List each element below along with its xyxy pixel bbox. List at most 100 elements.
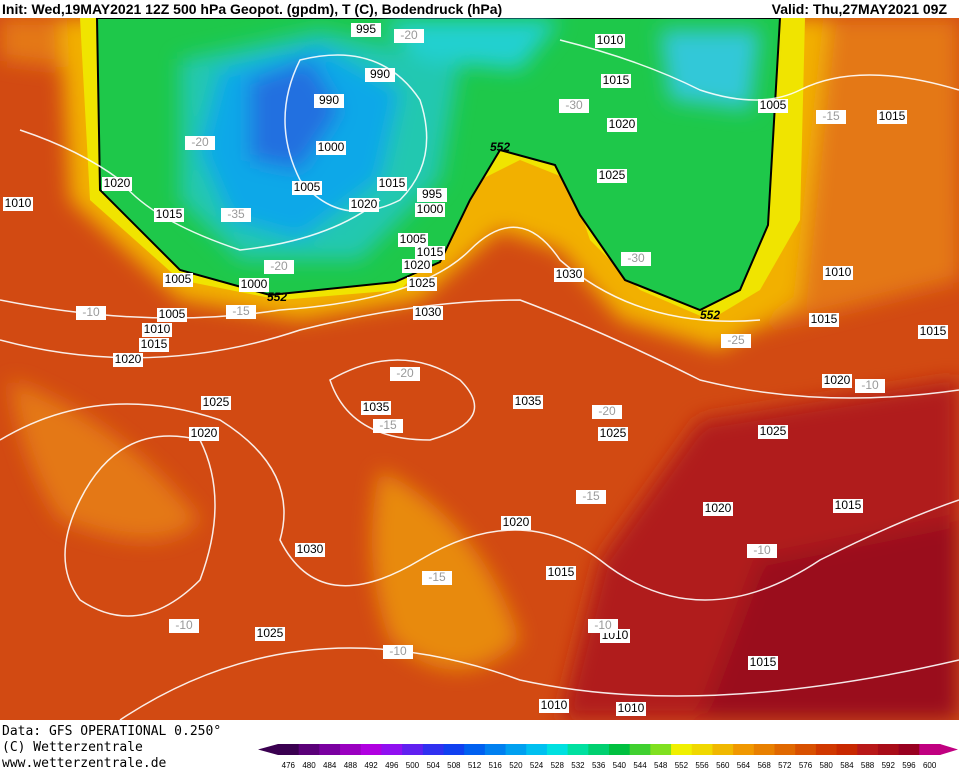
pressure-label: 1010: [825, 265, 852, 279]
pressure-label: 1015: [379, 176, 406, 190]
isobar: [0, 403, 959, 601]
pressure-label: 1020: [404, 258, 431, 272]
geopotential-label: 552: [267, 290, 287, 304]
pressure-label-box: [513, 395, 543, 409]
temperature-label: -25: [727, 333, 745, 347]
temperature-label: -15: [822, 109, 840, 123]
temperature-label: -15: [582, 489, 600, 503]
pressure-label: 1010: [597, 33, 624, 47]
colorbar-swatch: [795, 744, 817, 755]
colorbar-swatch: [609, 744, 631, 755]
colorbar-swatch: [629, 744, 651, 755]
pressure-label-box: [758, 99, 788, 113]
colorbar-tick-label: 492: [364, 761, 378, 770]
colorbar-tick-label: 528: [551, 761, 565, 770]
temperature-label-box: [76, 306, 106, 320]
header-right: Valid: Thu,27MAY2021 09Z: [772, 1, 948, 17]
colorbar-swatch: [857, 744, 879, 755]
colorbar-tick-label: 524: [530, 761, 544, 770]
colorbar-tick-label: 496: [385, 761, 399, 770]
temperature-label: -10: [389, 644, 407, 658]
pressure-label: 1000: [241, 277, 268, 291]
colorbar-swatch: [402, 744, 424, 755]
temperature-label-box: [592, 405, 622, 419]
pressure-label-box: [417, 188, 447, 202]
colorbar-tick-label: 580: [820, 761, 834, 770]
isobar: [329, 359, 476, 441]
pressure-label-box: [616, 702, 646, 716]
cyan-region: [380, 20, 560, 70]
pressure-label-box: [255, 627, 285, 641]
geopotential-label: 552: [490, 140, 510, 154]
pressure-label-box: [598, 427, 628, 441]
pressure-label-box: [546, 566, 576, 580]
pressure-label: 1005: [294, 180, 321, 194]
pressure-label-box: [314, 94, 344, 108]
pressure-label-box: [349, 198, 379, 212]
pressure-label: 1005: [760, 98, 787, 112]
pressure-label: 1015: [920, 324, 947, 338]
colorbar-tick-label: 568: [757, 761, 771, 770]
pressure-label: 1005: [165, 272, 192, 286]
colorbar-swatch: [753, 744, 775, 755]
temperature-label: -30: [565, 98, 583, 112]
pressure-label-box: [703, 502, 733, 516]
pressure-label-box: [758, 425, 788, 439]
temperature-label-box: [264, 260, 294, 274]
colorbar-tick-label: 488: [344, 761, 358, 770]
temperature-label: -10: [82, 305, 100, 319]
pressure-label: 1030: [297, 542, 324, 556]
colorbar-swatch: [505, 744, 527, 755]
colorbar-swatch: [464, 744, 486, 755]
temperature-label-box: [185, 136, 215, 150]
colorbar-swatch: [691, 744, 713, 755]
colorbar-swatch: [671, 744, 693, 755]
pressure-label: 1020: [705, 501, 732, 515]
pressure-label-box: [365, 68, 395, 82]
pressure-label-box: [595, 34, 625, 48]
temperature-label: -20: [400, 28, 418, 42]
pressure-label-box: [113, 353, 143, 367]
pressure-label-box: [163, 273, 193, 287]
pressure-label: 1025: [257, 626, 284, 640]
pressure-label: 1025: [409, 276, 436, 290]
temperature-label-box: [226, 305, 256, 319]
pressure-label: 1015: [603, 73, 630, 87]
temperature-label: -10: [175, 618, 193, 632]
colorbar-swatch: [298, 744, 320, 755]
pressure-label: 1015: [141, 337, 168, 351]
colorbar-swatch: [877, 744, 900, 755]
orange-blob: [372, 470, 520, 670]
colorbar-swatch: [588, 744, 610, 755]
pressure-label-box: [402, 259, 432, 273]
colorbar-swatch: [526, 744, 548, 755]
pressure-label-box: [809, 313, 839, 327]
colorbar-tick-label: 512: [468, 761, 482, 770]
pressure-label-box: [607, 118, 637, 132]
pressure-label: 1010: [5, 196, 32, 210]
pressure-label: 995: [422, 187, 442, 201]
colorbar-swatch: [898, 744, 920, 755]
pressure-label-box: [539, 699, 569, 713]
temperature-label-box: [383, 645, 413, 659]
isobar: [0, 299, 959, 399]
colorbar-swatch: [567, 744, 589, 755]
pressure-label: 1025: [599, 168, 626, 182]
temperature-label: -10: [861, 378, 879, 392]
temperature-label: -10: [753, 543, 771, 557]
colorbar-tick-label: 536: [592, 761, 606, 770]
pressure-label: 1015: [548, 565, 575, 579]
colorbar-tick-label: 548: [654, 761, 668, 770]
pressure-label: 1010: [144, 322, 171, 336]
pressure-label: 1025: [203, 395, 230, 409]
temperature-label: -20: [598, 404, 616, 418]
pressure-label: 1030: [415, 305, 442, 319]
colorbar-swatch: [546, 744, 569, 755]
colorbar-swatch: [919, 744, 941, 755]
colorbar-tick-label: 552: [675, 761, 689, 770]
pressure-label: 1020: [115, 352, 142, 366]
temperature-label: -15: [428, 570, 446, 584]
colorbar-swatch: [422, 744, 444, 755]
pressure-label-box: [377, 177, 407, 191]
